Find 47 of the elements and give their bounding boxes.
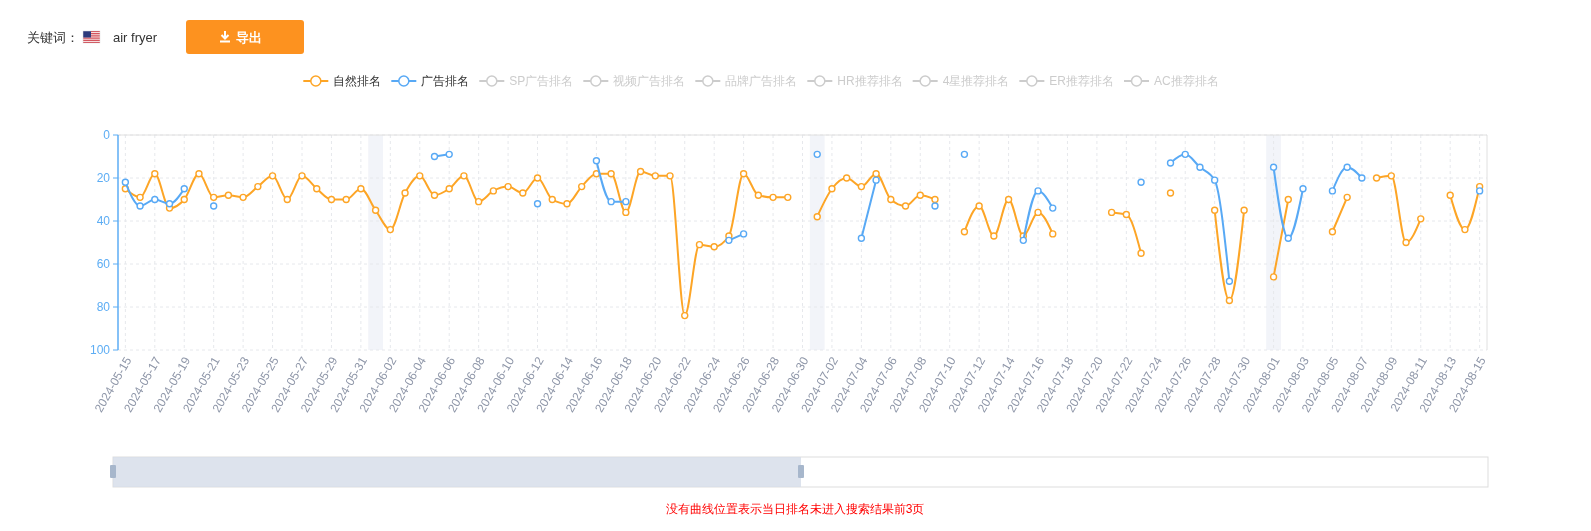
y-tick-label: 0 (103, 128, 111, 142)
y-tick-label: 80 (96, 300, 111, 314)
point (121, 178, 130, 186)
text: 导出 (236, 29, 262, 45)
point (1019, 236, 1028, 245)
point (1269, 163, 1278, 171)
point (1049, 204, 1057, 212)
point (725, 236, 733, 245)
point (1284, 234, 1292, 242)
text: 关键词： (27, 29, 79, 45)
point (209, 202, 218, 210)
legend-label: 广告排名 (421, 74, 470, 88)
point (165, 200, 174, 208)
y-tick-label: 40 (96, 214, 111, 228)
point (533, 200, 542, 208)
point (1299, 185, 1307, 193)
point (430, 152, 439, 161)
point (607, 197, 615, 206)
point (1343, 163, 1351, 171)
legend-label: 自然排名 (333, 74, 382, 88)
point (857, 234, 866, 242)
point (813, 150, 821, 159)
point (1225, 277, 1234, 285)
point (622, 197, 630, 206)
point (1181, 150, 1189, 159)
point (872, 176, 880, 184)
point (1475, 187, 1484, 195)
point (136, 202, 144, 210)
point (1137, 178, 1145, 186)
point (1166, 159, 1175, 167)
point (1210, 176, 1219, 184)
text: 没有曲线位置表示当日排名未进入搜索结果前3页 (665, 502, 925, 516)
y-tick-label: 20 (96, 171, 111, 185)
text: air fryer (113, 29, 158, 45)
point (180, 185, 188, 193)
point (151, 195, 159, 204)
y-tick-label: 100 (89, 343, 111, 357)
point (960, 150, 969, 159)
point (1196, 163, 1204, 171)
point (931, 202, 939, 210)
point (1034, 187, 1042, 195)
point (445, 150, 453, 159)
point (592, 157, 601, 165)
point (1358, 174, 1366, 182)
point (739, 230, 748, 238)
y-tick-label: 60 (96, 257, 111, 271)
point (1328, 187, 1337, 195)
